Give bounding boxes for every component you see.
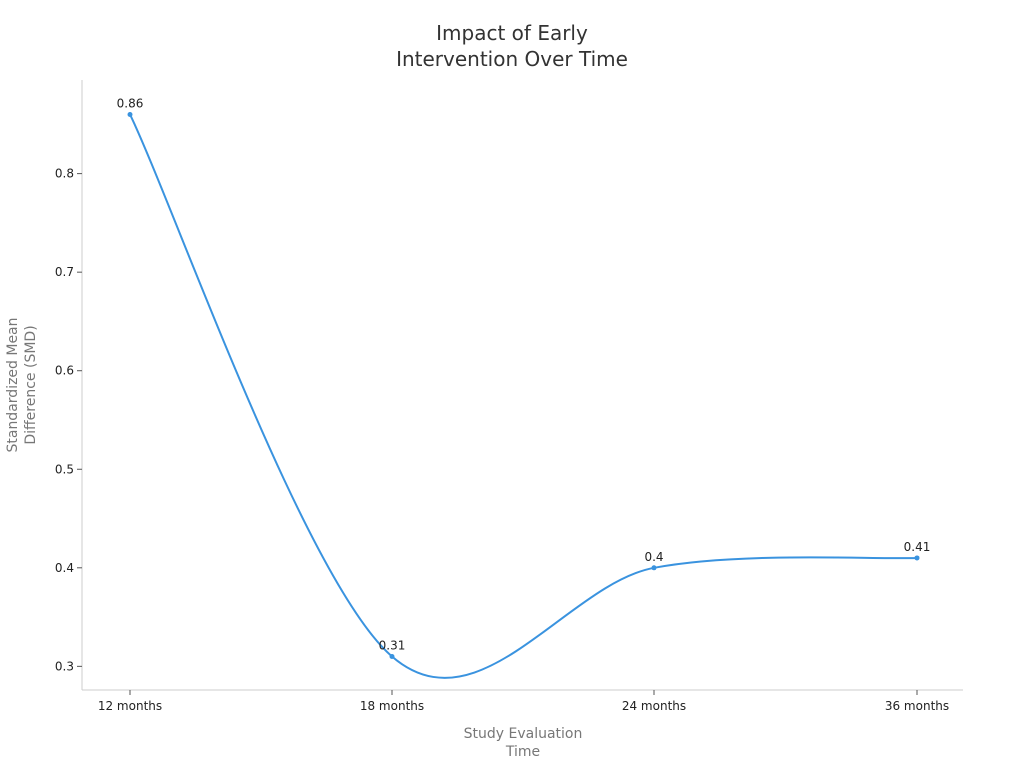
y-axis-title-line-2: Difference (SMD) (23, 325, 39, 444)
y-axis-title-line-1: Standardized Mean (5, 317, 21, 452)
y-tick-label: 0.3 (55, 659, 74, 673)
series-layer (127, 111, 920, 679)
x-axis-title-line-2: Time (505, 744, 540, 760)
chart-title-line-2: Intervention Over Time (396, 47, 628, 71)
y-tick-label: 0.8 (55, 167, 74, 181)
data-point (389, 653, 395, 659)
y-tick-label: 0.5 (55, 462, 74, 476)
data-label: 0.41 (904, 540, 931, 554)
axes: 0.3 0.4 0.5 0.6 0.7 0.8 12 months 18 months 24 m… (55, 80, 963, 713)
x-tick-label: 36 months (885, 699, 949, 713)
series-line (129, 114, 918, 679)
data-point (651, 565, 657, 571)
data-label: 0.86 (117, 96, 144, 110)
chart-title-line-1: Impact of Early (436, 21, 588, 45)
x-axis-title-line-1: Study Evaluation (464, 726, 583, 742)
y-tick-label: 0.4 (55, 561, 74, 575)
data-label: 0.31 (379, 638, 406, 652)
data-point (127, 111, 133, 117)
data-label: 0.4 (644, 550, 663, 564)
x-tick-label: 18 months (360, 699, 424, 713)
data-labels: 0.86 0.31 0.4 0.41 (117, 96, 931, 652)
y-axis-title: Standardized Mean Difference (SMD) (5, 317, 39, 452)
y-tick-label: 0.6 (55, 364, 74, 378)
x-tick-label: 12 months (98, 699, 162, 713)
data-point (914, 555, 920, 561)
y-tick-label: 0.7 (55, 265, 74, 279)
x-tick-label: 24 months (622, 699, 686, 713)
